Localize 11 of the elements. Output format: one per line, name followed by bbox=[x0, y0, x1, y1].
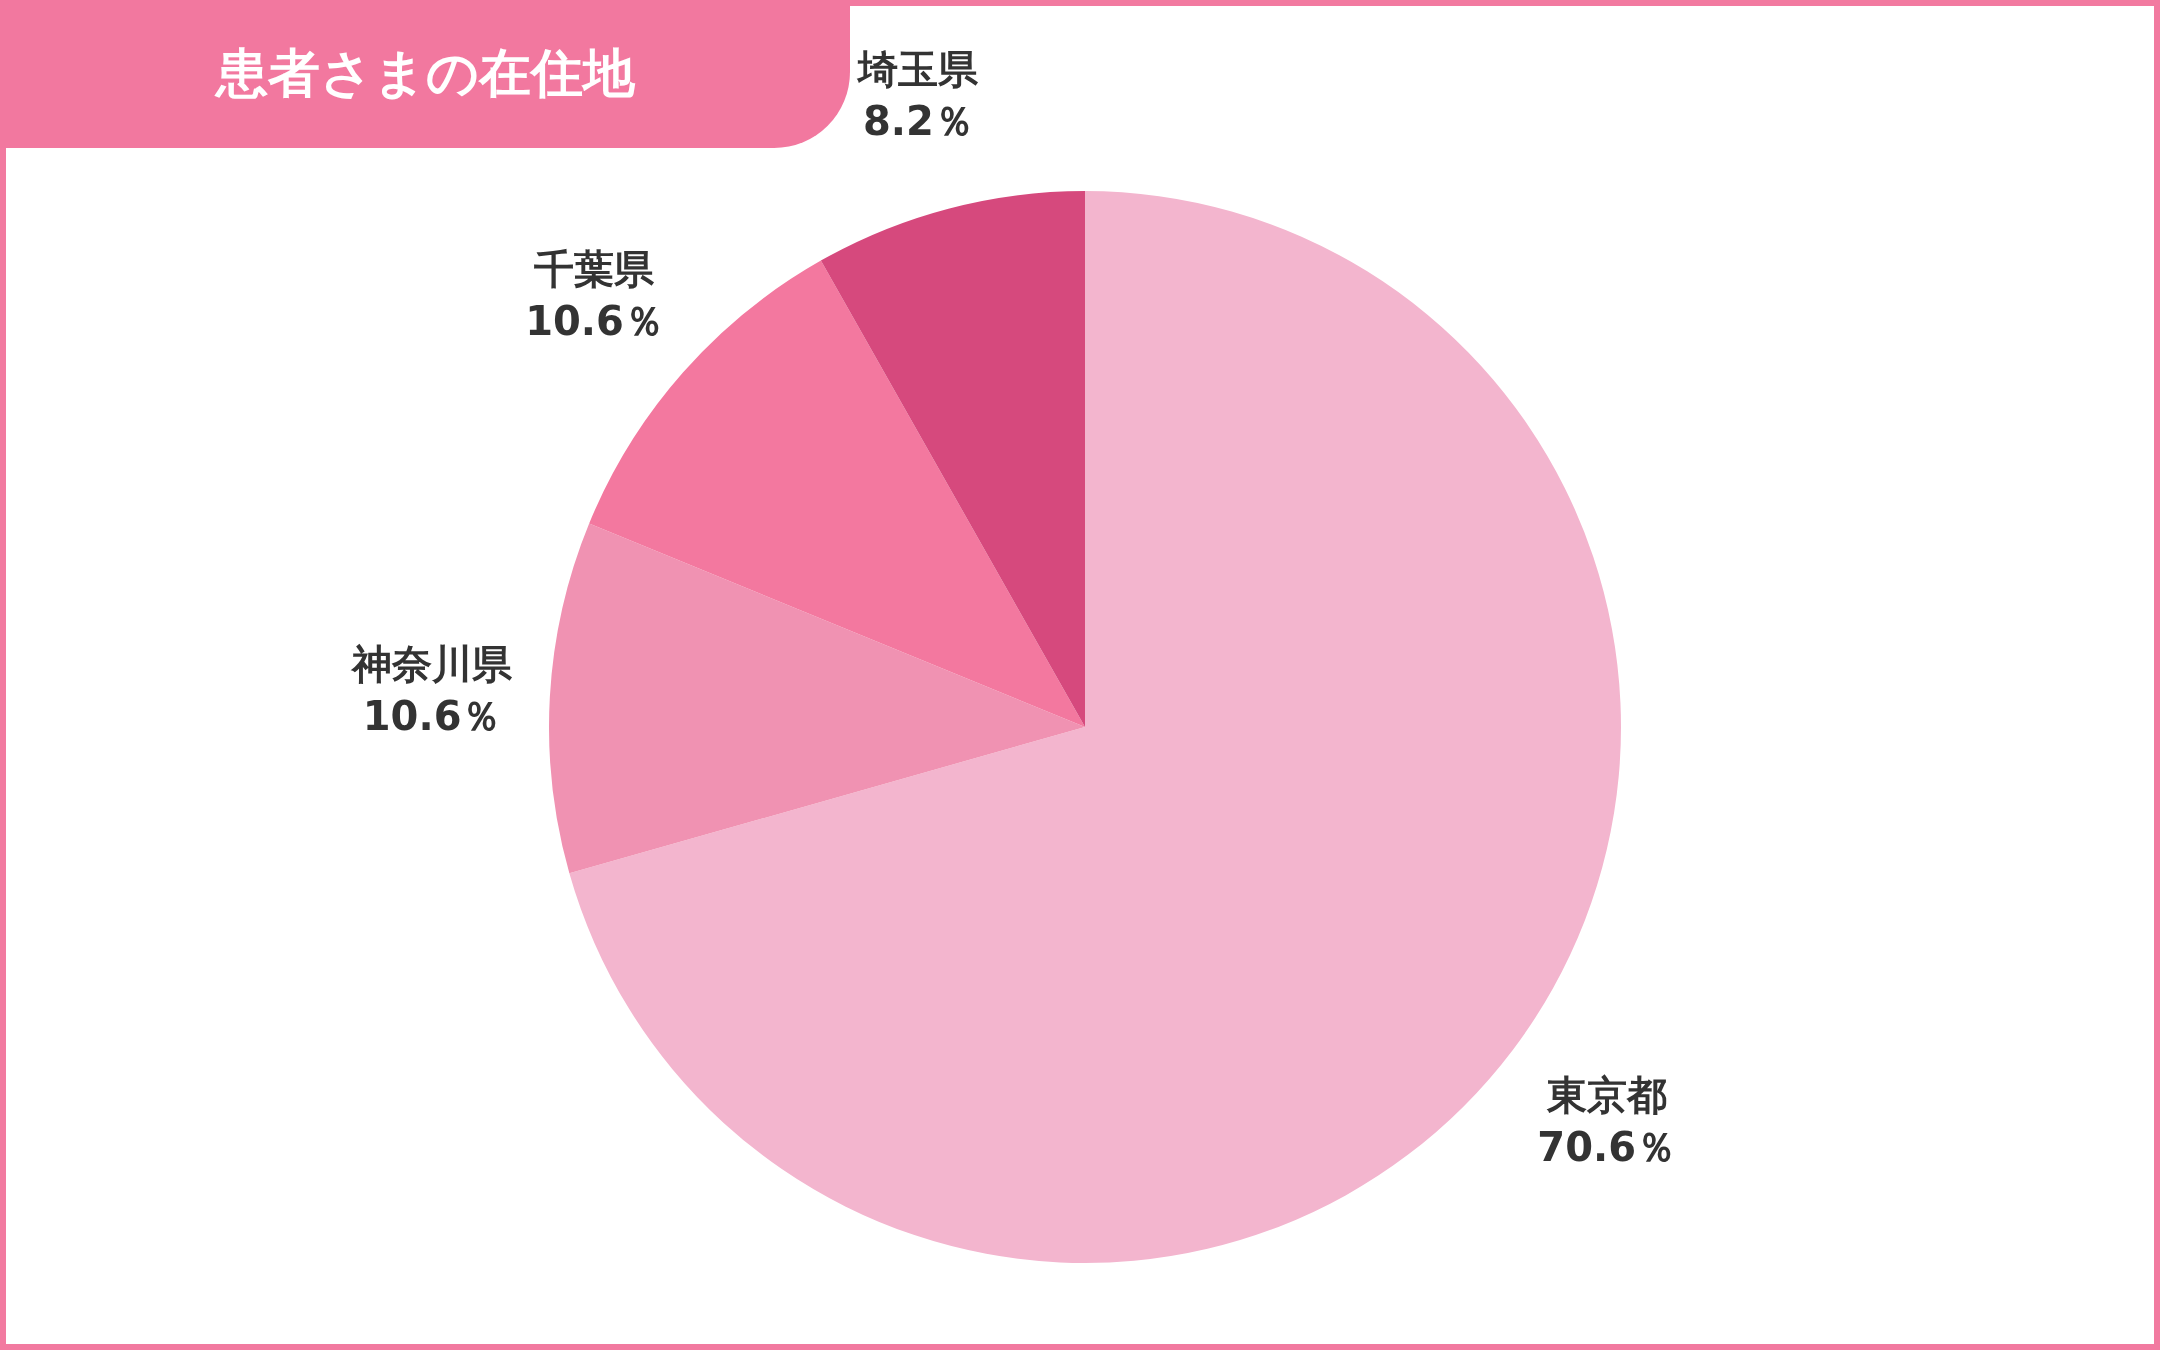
data-label: 70.6％ bbox=[1537, 1124, 1677, 1171]
slice-label: 埼玉県 bbox=[856, 45, 980, 92]
data-label: 10.6％ bbox=[362, 693, 502, 740]
pie-slice bbox=[549, 523, 1085, 874]
data-label: 8.2％ bbox=[862, 97, 974, 144]
data-label: 10.6％ bbox=[525, 297, 664, 344]
slice-label: 東京都 bbox=[1545, 1072, 1667, 1119]
slice-label: 千葉県 bbox=[534, 245, 656, 292]
chart-title: 患者さまの在住地 bbox=[215, 43, 635, 104]
pie-slice bbox=[820, 191, 1085, 727]
slice-label: 神奈川県 bbox=[350, 641, 514, 688]
